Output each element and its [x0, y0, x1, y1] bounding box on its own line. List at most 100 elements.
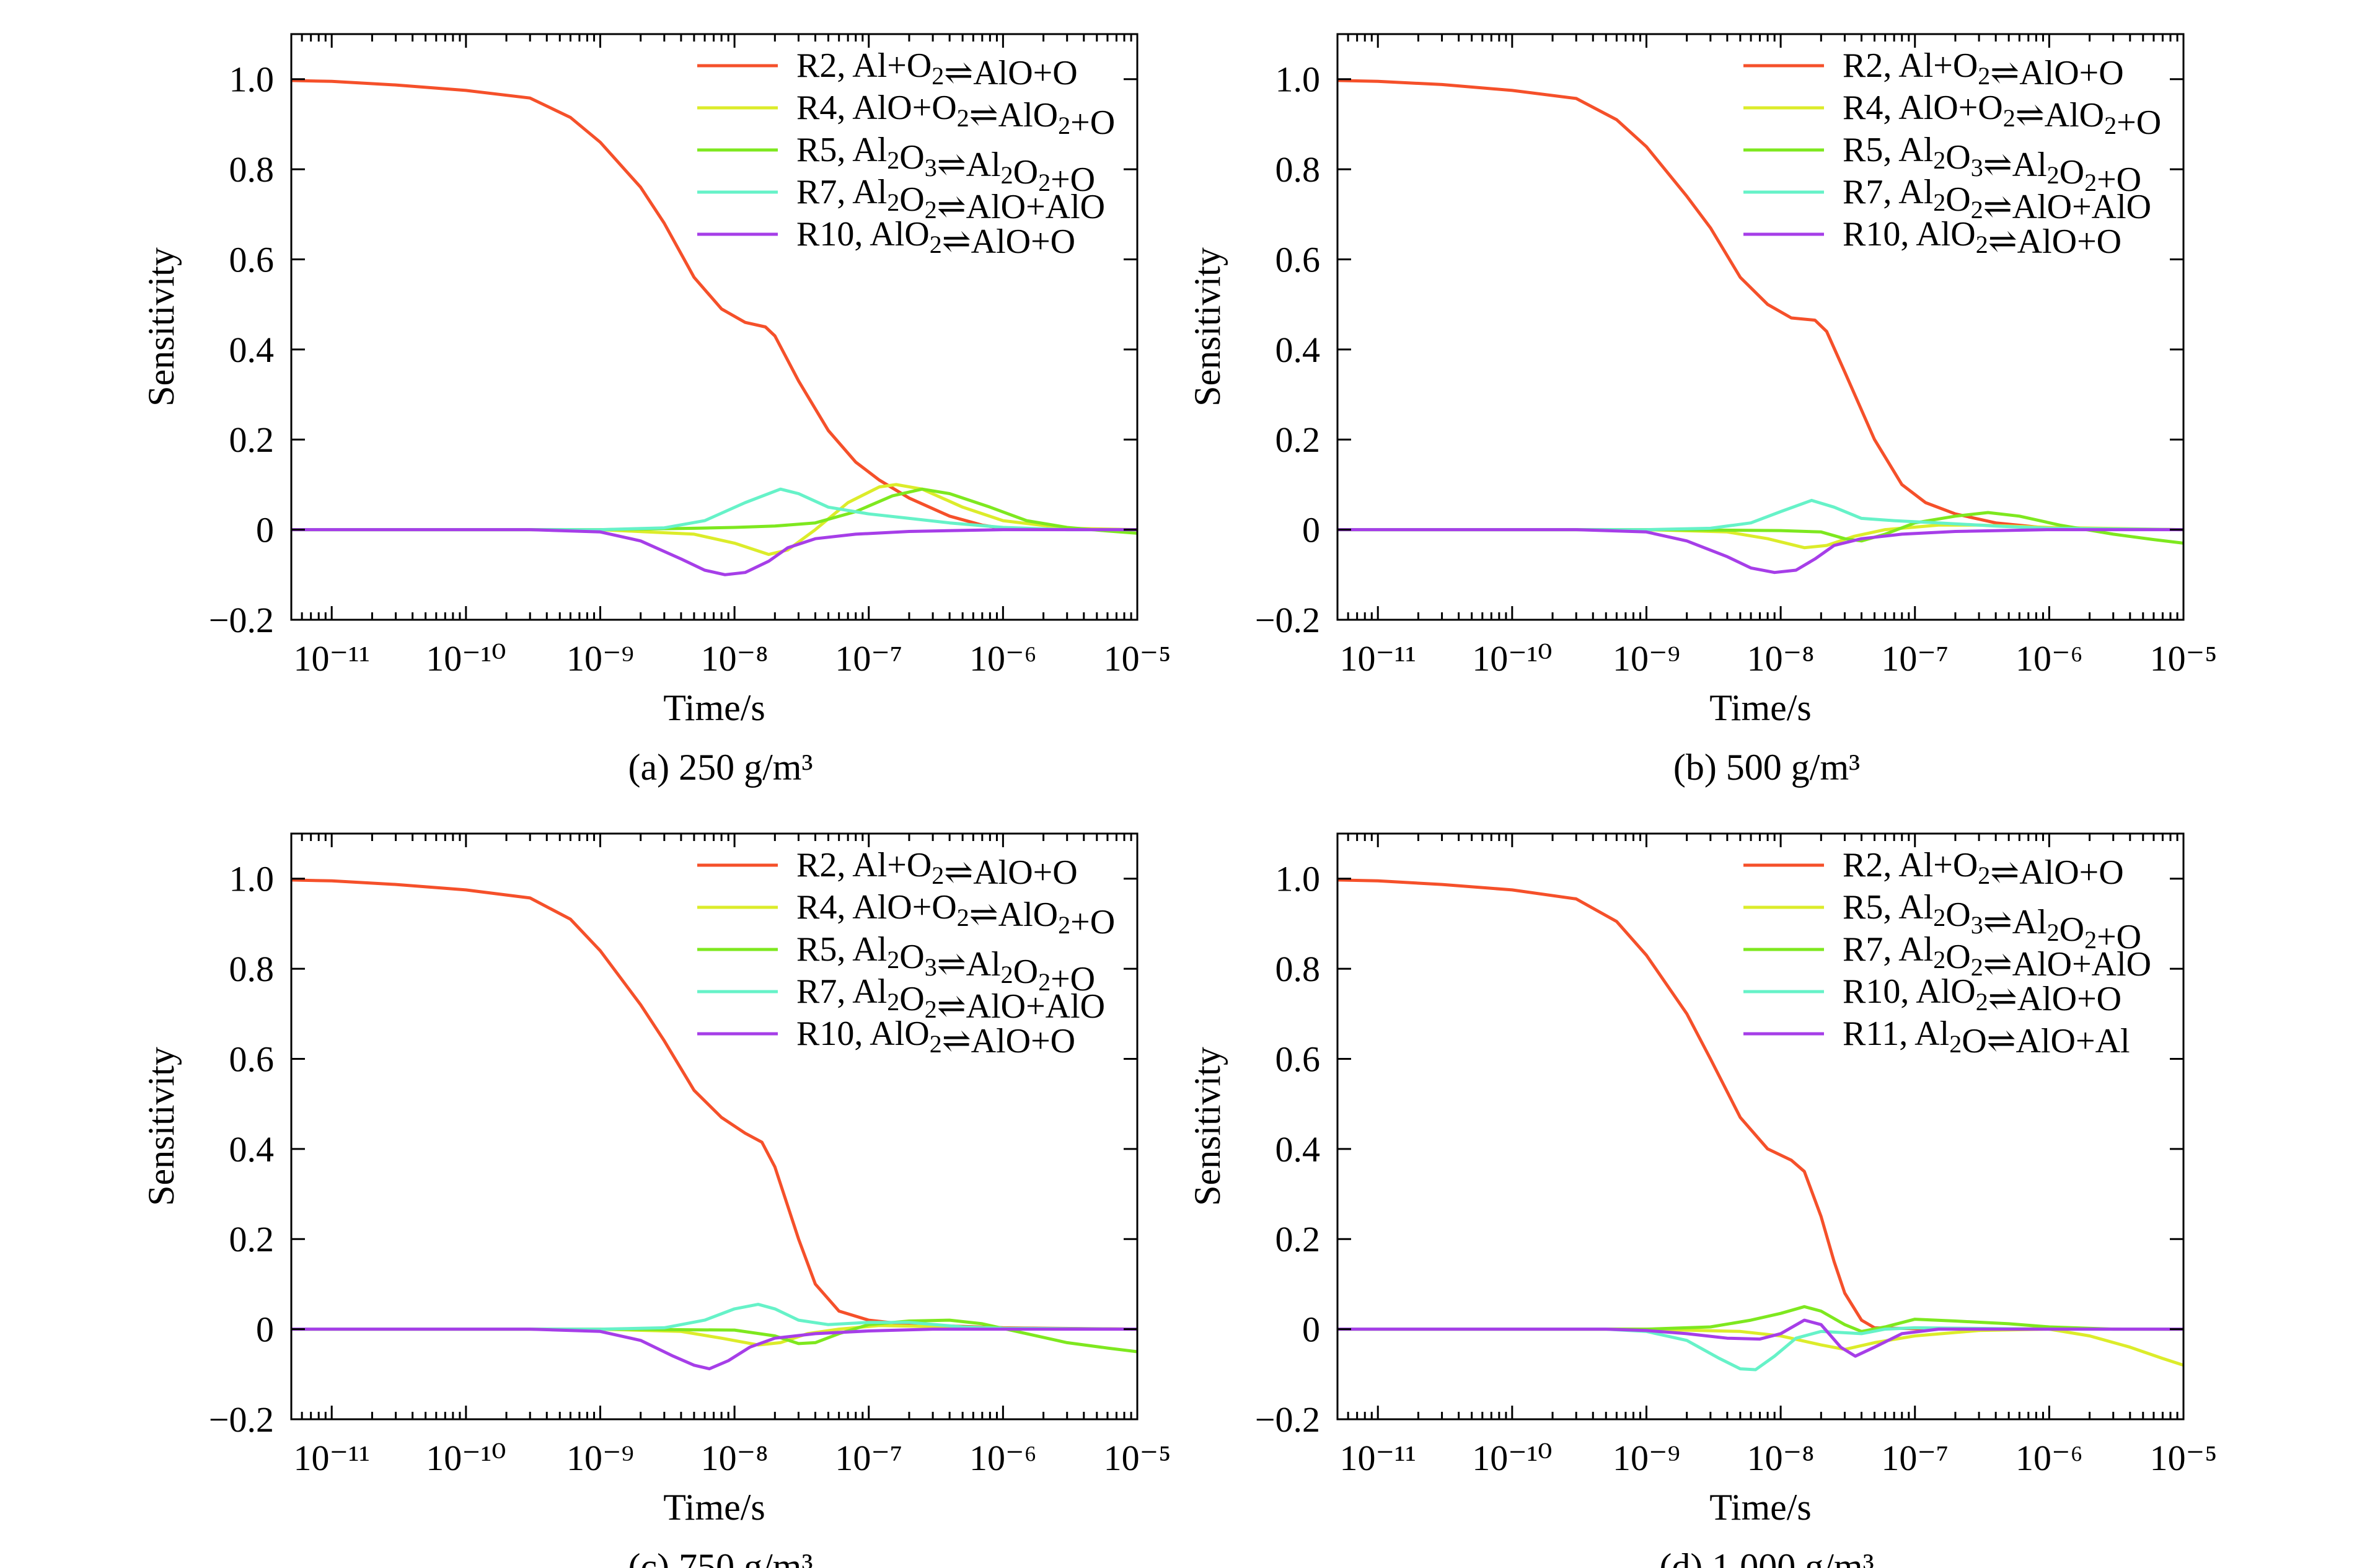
subscript: 3	[1971, 154, 1983, 182]
legend-text: R4, AlO+O	[796, 888, 957, 927]
subscript: 2	[1933, 904, 1945, 932]
legend-text: O	[899, 938, 924, 976]
legend-text: +O	[1051, 960, 1095, 998]
y-axis-label: Sensitivity	[1187, 247, 1228, 407]
legend-text: ⇌AlO+O	[1990, 853, 2123, 892]
legend-entry-5: R10, AlO2⇌AlO+O	[1843, 215, 2121, 261]
y-tick-label: 1.0	[1275, 859, 1321, 899]
subscript: 2	[1976, 231, 1988, 258]
subscript: 2	[1058, 911, 1070, 939]
legend-text: +O	[2097, 161, 2141, 199]
legend-text: ⇌AlO+AlO	[937, 188, 1105, 226]
legend-entry-5: R10, AlO2⇌AlO+O	[796, 1015, 1075, 1060]
y-tick-label: 0.8	[1275, 149, 1321, 190]
legend-entry-2: R4, AlO+O2⇌AlO2+O	[796, 89, 1115, 142]
subscript: 3	[925, 154, 937, 182]
y-tick-label: −0.2	[1255, 1399, 1320, 1440]
y-tick-label: 1.0	[229, 59, 275, 100]
legend-text: R10, AlO	[796, 1015, 930, 1053]
legend-entry-3: R5, Al2O3⇌Al2O2+O	[796, 131, 1095, 199]
panel-caption: (b) 500 g/m³	[1673, 747, 1860, 788]
legend-text: +O	[1070, 903, 1115, 941]
legend-text: ⇌AlO	[2016, 96, 2104, 134]
y-tick-label: 0.6	[1275, 239, 1321, 280]
legend-text: ⇌AlO+AlO	[1983, 945, 2151, 984]
subscript: 2	[2047, 918, 2060, 946]
legend-text: R2, Al+O	[1843, 46, 1978, 85]
legend-entry-1: R2, Al+O2⇌AlO+O	[1843, 846, 2124, 892]
legend-entry-4: R7, Al2O2⇌AlO+AlO	[1843, 173, 2151, 226]
legend-text: O	[1013, 953, 1038, 991]
subscript: 2	[1001, 961, 1013, 989]
x-tick-label: 10⁻⁷	[835, 638, 902, 679]
series-line-5	[1337, 528, 2183, 575]
y-tick-label: −0.2	[1255, 600, 1320, 640]
x-tick-label: 10⁻⁷	[1881, 638, 1949, 679]
chart-panel-d: 10⁻¹¹ 10⁻¹⁰ 10⁻⁹ 10⁻⁸ 10⁻⁷ 10⁻⁶ 10⁻⁵ −0.2 0 0.2 0.…	[1187, 832, 2218, 1568]
series-line-2	[1337, 1328, 2183, 1367]
y-tick-label: −0.2	[209, 600, 274, 640]
x-tick-label: 10⁻⁷	[835, 1438, 902, 1478]
subscript: 2	[957, 904, 969, 932]
subscript: 2	[1933, 188, 1945, 216]
subscript: 2	[930, 231, 942, 258]
subscript: 2	[2084, 926, 2097, 954]
legend: R2, Al+O2⇌AlO+OR4, AlO+O2⇌AlO2+OR5, Al2O…	[1743, 46, 2161, 261]
legend-text: R5, Al	[1843, 131, 1933, 169]
legend-text: R4, AlO+O	[796, 89, 957, 127]
y-tick-label: 0	[256, 510, 274, 550]
legend-entry-1: R2, Al+O2⇌AlO+O	[796, 46, 1078, 92]
y-tick-label: 0.2	[1275, 420, 1321, 460]
legend-text: ⇌AlO+O	[942, 1022, 1075, 1060]
legend-text: +O	[2097, 918, 2141, 956]
subscript: 2	[1978, 62, 1990, 90]
series-line-4	[1337, 1326, 2183, 1372]
legend-text: ⇌AlO+O	[944, 853, 1077, 892]
series-line-1	[1337, 878, 2183, 1331]
y-tick-label: 0	[1302, 1310, 1320, 1350]
series-line-2	[291, 483, 1137, 557]
legend-entry-3: R5, Al2O3⇌Al2O2+O	[1843, 131, 2141, 199]
legend-text: O⇌AlO+Al	[1962, 1022, 2130, 1060]
legend-text: ⇌AlO	[969, 96, 1058, 134]
x-tick-label: 10⁻⁵	[2150, 1438, 2218, 1478]
legend-text: ⇌Al	[937, 146, 1001, 184]
subscript: 2	[2084, 169, 2097, 196]
x-tick-label: 10⁻¹⁰	[426, 638, 506, 679]
legend-text: O	[1013, 153, 1038, 192]
legend-text: ⇌AlO+AlO	[937, 987, 1105, 1026]
legend-text: ⇌Al	[1983, 903, 2047, 941]
series-line-3	[291, 1318, 1137, 1354]
legend: R2, Al+O2⇌AlO+OR4, AlO+O2⇌AlO2+OR5, Al2O…	[697, 846, 1115, 1060]
y-tick-label: 0.4	[229, 330, 275, 370]
x-tick-label: 10⁻⁸	[1747, 638, 1815, 679]
y-tick-label: 1.0	[1275, 59, 1321, 100]
chart-panel-b: 10⁻¹¹ 10⁻¹⁰ 10⁻⁹ 10⁻⁸ 10⁻⁷ 10⁻⁶ 10⁻⁵ −0.2 0 0.2 0.…	[1187, 33, 2217, 788]
x-tick-label: 10⁻⁹	[566, 1438, 634, 1478]
legend-text: O	[1945, 938, 1970, 976]
series-line-5	[1337, 1318, 2183, 1358]
legend-entry-4: R10, AlO2⇌AlO+O	[1843, 972, 2121, 1018]
x-tick-label: 10⁻⁷	[1881, 1438, 1949, 1478]
y-tick-label: 0	[1302, 510, 1320, 550]
subscript: 2	[1978, 861, 1990, 889]
y-tick-label: 0.8	[229, 949, 275, 989]
y-tick-label: 0	[256, 1310, 274, 1350]
legend-text: ⇌AlO+O	[1990, 54, 2123, 92]
legend-text: ⇌AlO+AlO	[1983, 188, 2151, 226]
subscript: 2	[887, 188, 899, 216]
legend-text: O	[2060, 910, 2084, 949]
subscript: 2	[887, 946, 899, 974]
subscript: 2	[1001, 161, 1013, 189]
subscript: 2	[932, 62, 944, 90]
legend-text: R5, Al	[796, 930, 887, 969]
subscript: 2	[930, 1030, 942, 1058]
y-tick-label: 0.2	[229, 1219, 275, 1259]
subscript: 2	[1971, 953, 1983, 981]
legend: R2, Al+O2⇌AlO+OR4, AlO+O2⇌AlO2+OR5, Al2O…	[697, 46, 1115, 261]
subscript: 2	[932, 861, 944, 889]
subscript: 2	[887, 988, 899, 1016]
y-tick-label: 0.2	[1275, 1219, 1321, 1259]
series-line-4	[291, 487, 1137, 532]
x-tick-label: 10⁻⁸	[1747, 1438, 1815, 1478]
